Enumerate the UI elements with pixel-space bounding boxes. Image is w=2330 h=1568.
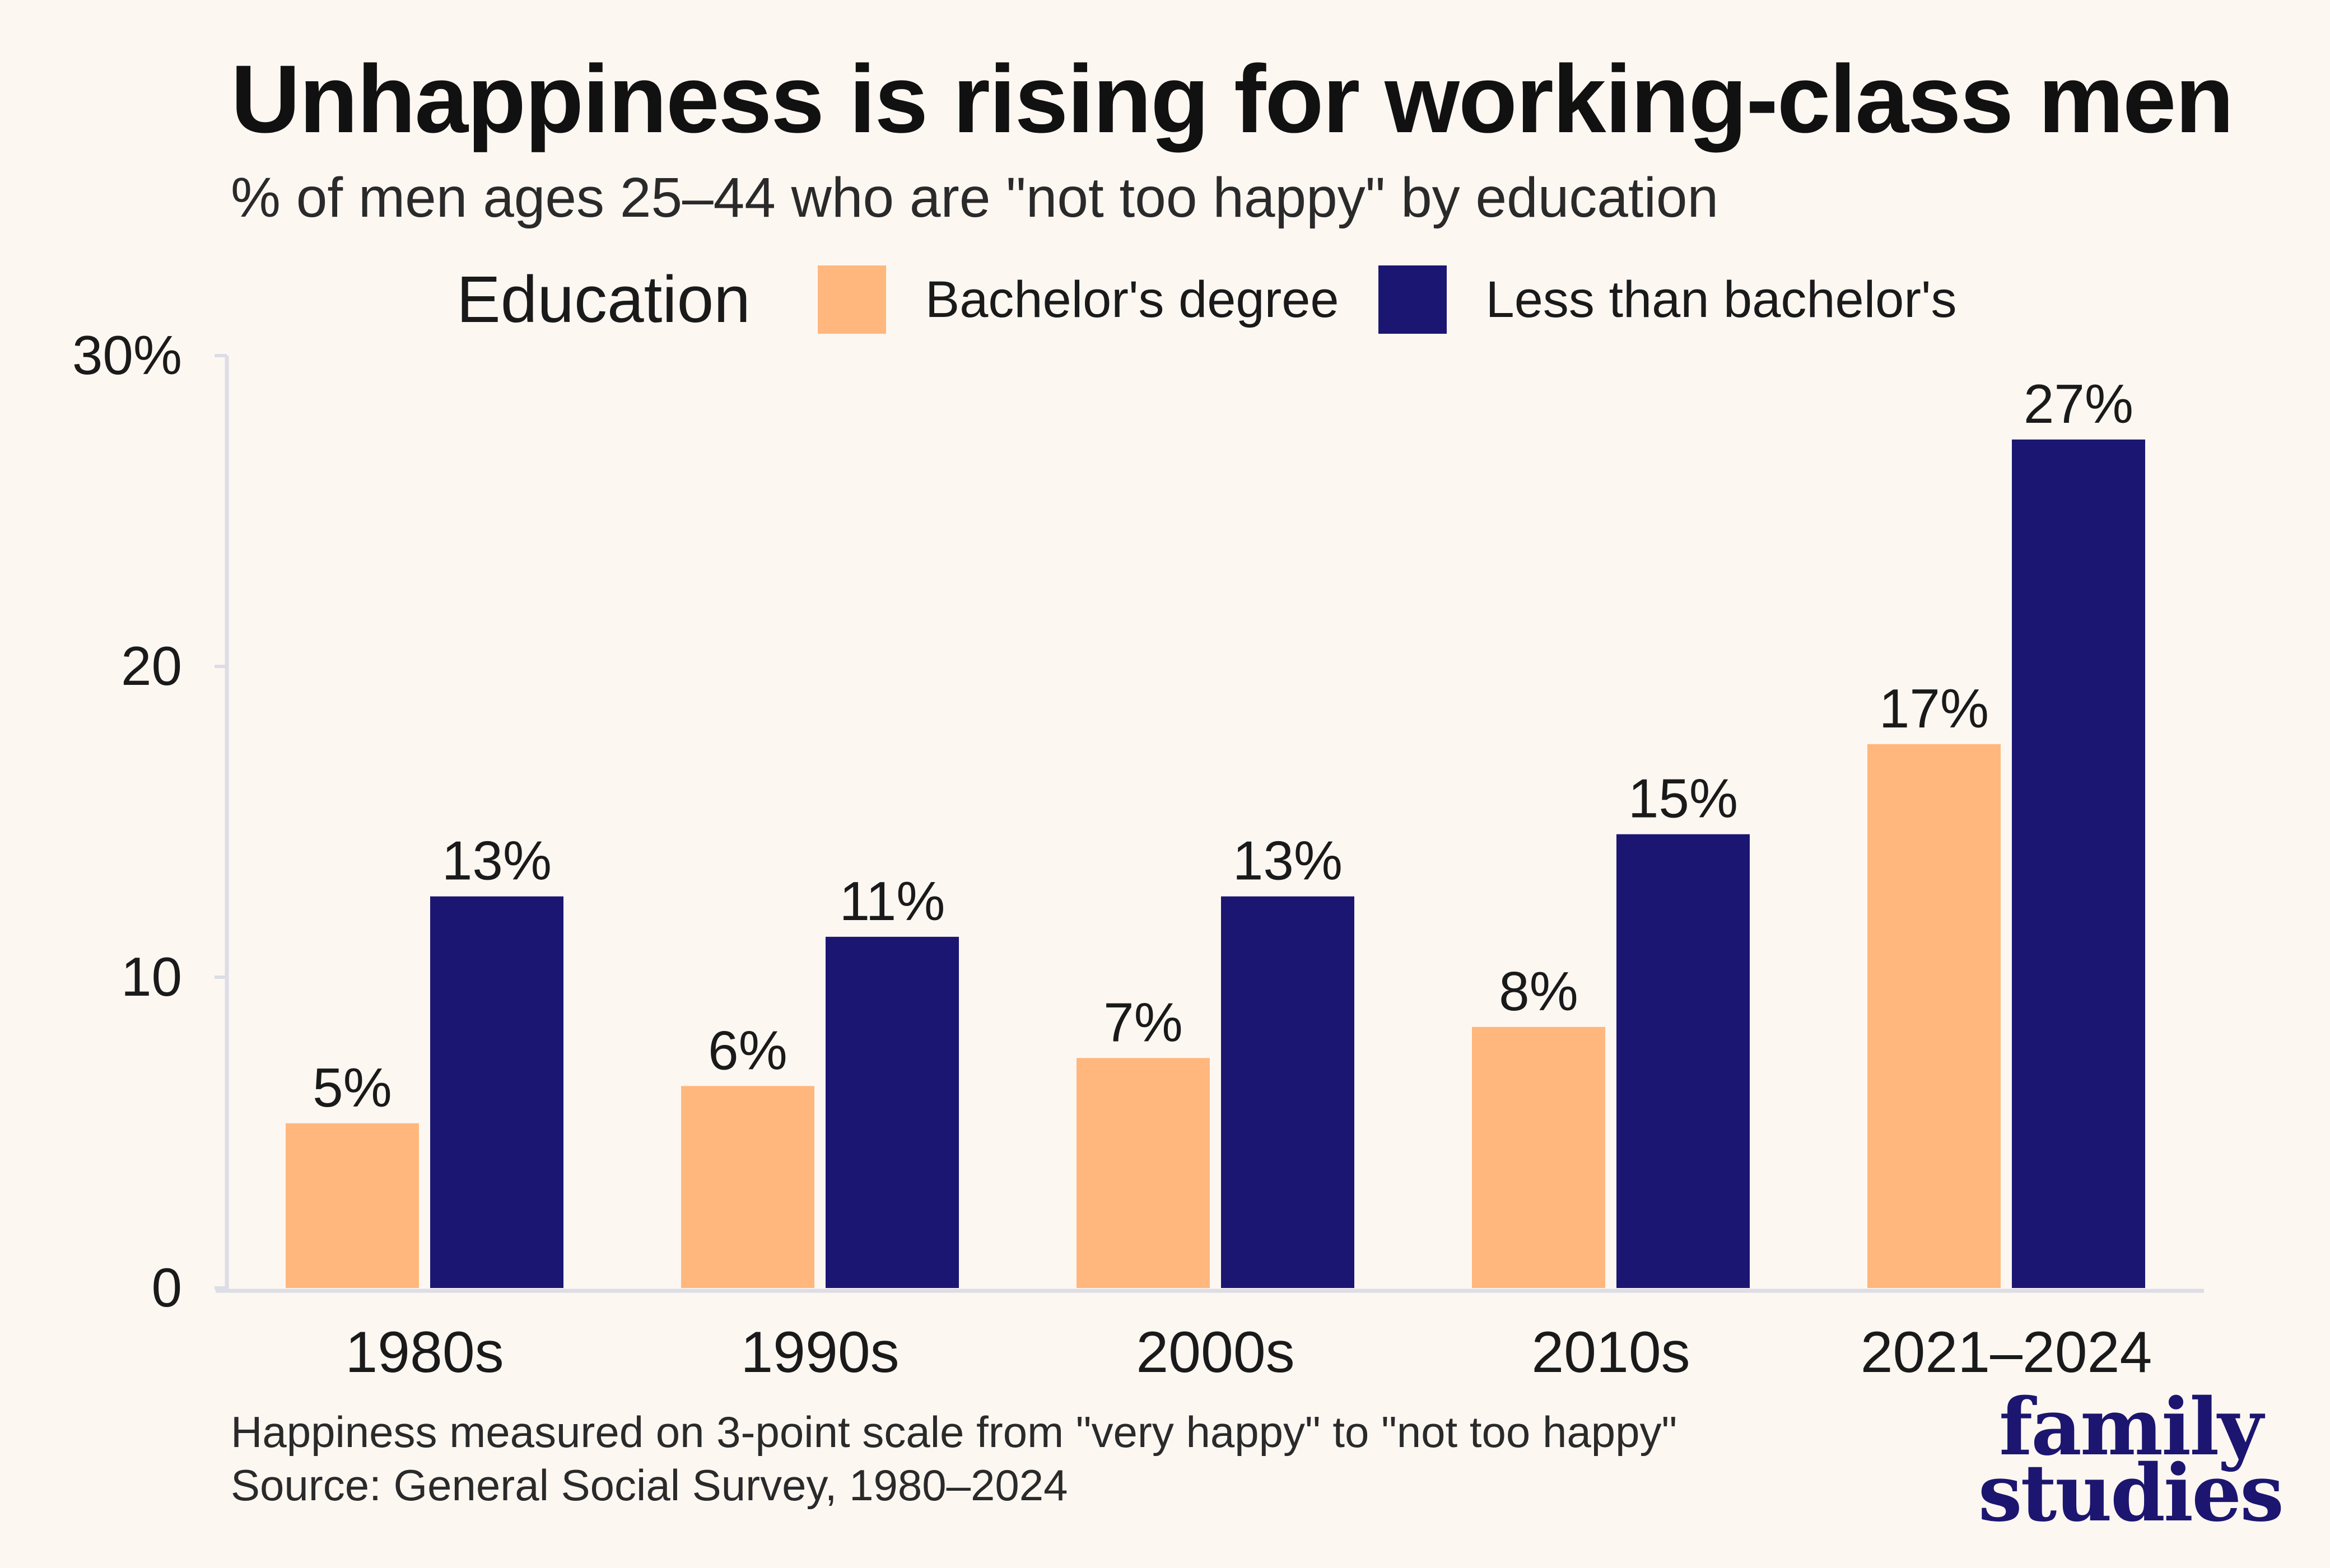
legend-label-less-than-bachelors: Less than bachelor's bbox=[1485, 270, 1957, 328]
bar-value-label: 17% bbox=[1879, 678, 1989, 739]
bar-value-label: 11% bbox=[840, 870, 945, 932]
logo-line-studies: studies bbox=[1978, 1448, 2284, 1539]
legend-item-less-than-bachelors: Less than bachelor's bbox=[1378, 265, 1957, 334]
bar-value-label: 5% bbox=[313, 1057, 392, 1118]
y-tick-label: 10 bbox=[121, 946, 182, 1007]
chart-subtitle: % of men ages 25–44 who are "not too hap… bbox=[231, 166, 1719, 229]
bar bbox=[1472, 1026, 1605, 1288]
bar-value-label: 7% bbox=[1103, 991, 1183, 1053]
bar bbox=[826, 936, 959, 1288]
legend: Education Bachelor's degree Less than ba… bbox=[456, 263, 1996, 337]
y-tick-label: 20 bbox=[121, 635, 182, 697]
x-tick-label: 2021–2024 bbox=[1861, 1320, 2152, 1385]
legend-swatch-less-than-bachelors bbox=[1378, 265, 1447, 334]
family-studies-logo: family studies bbox=[1978, 1382, 2284, 1539]
bar bbox=[430, 896, 563, 1288]
bar-value-label: 13% bbox=[442, 830, 552, 892]
bar-value-label: 8% bbox=[1499, 960, 1578, 1022]
bar-value-label: 27% bbox=[2024, 373, 2133, 435]
bar-value-label: 15% bbox=[1628, 768, 1738, 829]
y-tick-label: 0 bbox=[151, 1257, 182, 1318]
x-tick-label: 2010s bbox=[1531, 1320, 1690, 1385]
legend-label-bachelors: Bachelor's degree bbox=[925, 270, 1339, 328]
bar bbox=[286, 1123, 419, 1288]
footnote: Happiness measured on 3-point scale from… bbox=[231, 1406, 1677, 1512]
bar-value-label: 13% bbox=[1233, 830, 1343, 892]
x-tick-label: 2000s bbox=[1136, 1320, 1294, 1385]
x-tick-label: 1980s bbox=[345, 1320, 504, 1385]
bar-value-label: 6% bbox=[708, 1019, 787, 1081]
y-tick-label: 30% bbox=[72, 324, 182, 386]
bar bbox=[681, 1086, 814, 1288]
logo-line-family: family bbox=[1998, 1382, 2263, 1473]
bar bbox=[1867, 744, 2001, 1288]
footnote-measure: Happiness measured on 3-point scale from… bbox=[231, 1407, 1677, 1457]
bar bbox=[2012, 439, 2145, 1288]
legend-item-bachelors: Bachelor's degree bbox=[817, 265, 1339, 334]
bar-chart: 0 10 20 30% 5% 13% 1980s 6% 11% 1990s 7% 13% 2000s 8%… bbox=[72, 324, 2204, 1385]
bar bbox=[1077, 1058, 1210, 1288]
bar bbox=[1616, 834, 1750, 1288]
x-tick-label: 1990s bbox=[740, 1320, 899, 1385]
chart-title: Unhappiness is rising for working-class … bbox=[231, 45, 2234, 153]
bar bbox=[1221, 896, 1354, 1288]
legend-title: Education bbox=[456, 263, 751, 337]
legend-swatch-bachelors bbox=[817, 265, 886, 334]
footnote-source: Source: General Social Survey, 1980–2024 bbox=[231, 1460, 1068, 1510]
